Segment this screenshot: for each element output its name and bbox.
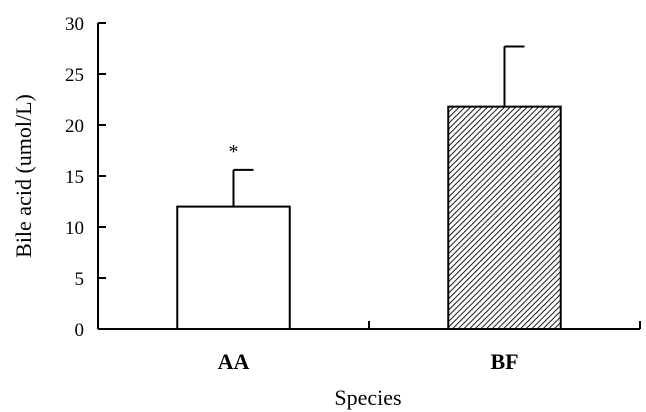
bar-aa (176, 205, 291, 331)
y-tick-label: 25 (65, 65, 84, 86)
y-axis: 0 5 10 15 20 25 30 (65, 14, 106, 341)
x-tick-label: AA (218, 349, 250, 374)
y-tick-label: 15 (65, 167, 84, 188)
y-tick-label: 0 (75, 320, 85, 341)
bars (176, 45, 562, 331)
y-tick-label: 5 (75, 269, 85, 290)
x-axis-title: Species (334, 385, 401, 410)
y-axis-title: Bile acid (umol/L) (11, 94, 36, 258)
significance-marker: * (229, 141, 239, 163)
y-tick-label: 30 (65, 14, 84, 35)
labels: * AA BF (218, 141, 519, 374)
bar-bf (447, 105, 562, 330)
y-tick-label: 10 (65, 218, 84, 239)
y-tick-label: 20 (65, 116, 84, 137)
x-tick-label: BF (490, 349, 518, 374)
